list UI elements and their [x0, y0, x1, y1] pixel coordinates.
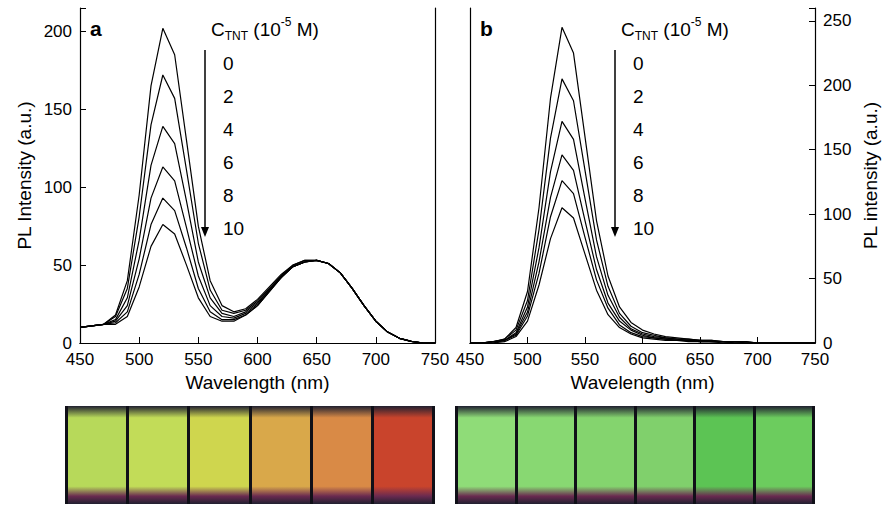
svg-text:PL Intensity (a.u.): PL Intensity (a.u.) [14, 101, 35, 249]
svg-text:b: b [480, 17, 493, 40]
svg-text:(10: (10 [658, 19, 691, 40]
svg-text:750: 750 [421, 350, 449, 369]
svg-text:0: 0 [633, 53, 644, 74]
svg-text:450: 450 [66, 350, 94, 369]
svg-text:C: C [621, 19, 635, 40]
svg-text:0: 0 [62, 333, 72, 353]
svg-text:0: 0 [823, 333, 833, 353]
svg-text:650: 650 [686, 350, 714, 369]
svg-text:250: 250 [823, 11, 851, 30]
svg-text:TNT: TNT [635, 29, 659, 43]
svg-text:4: 4 [223, 119, 234, 140]
svg-text:0: 0 [223, 53, 234, 74]
svg-text:6: 6 [223, 152, 234, 173]
svg-text:(10: (10 [248, 19, 281, 40]
svg-text:550: 550 [571, 350, 599, 369]
svg-text:-5: -5 [281, 15, 292, 29]
svg-text:500: 500 [513, 350, 541, 369]
svg-text:100: 100 [823, 205, 851, 224]
svg-text:750: 750 [801, 350, 829, 369]
svg-text:150: 150 [823, 140, 851, 159]
svg-text:TNT: TNT [225, 29, 249, 43]
svg-text:4: 4 [633, 119, 644, 140]
svg-text:200: 200 [44, 22, 72, 41]
svg-text:Wavelength (nm): Wavelength (nm) [571, 372, 715, 393]
svg-text:650: 650 [302, 350, 330, 369]
svg-text:M): M) [701, 19, 728, 40]
svg-text:Wavelength (nm): Wavelength (nm) [186, 372, 330, 393]
svg-text:50: 50 [823, 269, 842, 288]
svg-text:50: 50 [53, 256, 72, 275]
svg-text:150: 150 [44, 100, 72, 119]
svg-text:10: 10 [223, 218, 244, 239]
svg-text:550: 550 [184, 350, 212, 369]
svg-text:M): M) [291, 19, 318, 40]
svg-text:-5: -5 [691, 15, 702, 29]
svg-text:6: 6 [633, 152, 644, 173]
svg-text:8: 8 [223, 185, 234, 206]
svg-text:450: 450 [456, 350, 484, 369]
svg-text:a: a [90, 17, 102, 40]
svg-text:600: 600 [243, 350, 271, 369]
svg-text:200: 200 [823, 76, 851, 95]
svg-text:500: 500 [125, 350, 153, 369]
svg-text:700: 700 [743, 350, 771, 369]
svg-text:100: 100 [44, 178, 72, 197]
svg-text:2: 2 [223, 86, 234, 107]
svg-text:8: 8 [633, 185, 644, 206]
svg-text:10: 10 [633, 218, 654, 239]
svg-text:C: C [211, 19, 225, 40]
svg-text:PL intensity (a.u.): PL intensity (a.u.) [860, 102, 881, 249]
svg-text:700: 700 [362, 350, 390, 369]
svg-text:2: 2 [633, 86, 644, 107]
svg-text:600: 600 [628, 350, 656, 369]
